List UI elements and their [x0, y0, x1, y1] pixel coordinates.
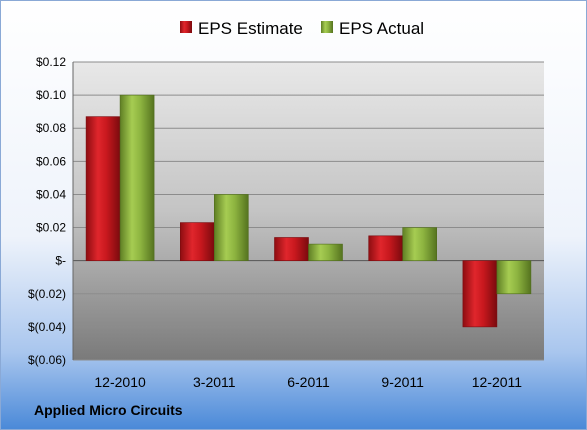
bar-eps-actual — [402, 227, 438, 261]
bar-eps-estimate — [85, 116, 121, 261]
y-tick-label: $0.02 — [36, 221, 66, 235]
x-tick-label: 3-2011 — [193, 374, 236, 390]
y-tick-label: $(0.02) — [28, 287, 66, 301]
y-axis: $0.12 $0.10 $0.08 $0.06 $0.04 $0.02 $- $(0.02) $… — [28, 55, 74, 367]
y-tick-label: $0.04 — [36, 187, 66, 201]
bar-eps-actual — [119, 94, 155, 261]
x-tick-label: 12-2011 — [472, 374, 523, 390]
y-tick-label: $0.08 — [36, 121, 66, 135]
legend: EPS Estimate EPS Actual — [180, 19, 424, 38]
x-tick-label: 12-2010 — [94, 374, 146, 390]
y-tick-label: $- — [55, 254, 66, 268]
bar-eps-estimate — [274, 237, 309, 261]
legend-swatch-actual — [321, 21, 333, 33]
bar-eps-estimate — [462, 260, 498, 328]
y-tick-label: $0.12 — [36, 55, 66, 69]
y-tick-label: $0.10 — [36, 88, 66, 102]
legend-label-actual: EPS Actual — [339, 19, 424, 38]
x-tick-label: 6-2011 — [287, 374, 330, 390]
legend-label-estimate: EPS Estimate — [198, 19, 303, 38]
bar-eps-estimate — [180, 222, 215, 261]
legend-swatch-estimate — [180, 21, 192, 33]
chart-title: Applied Micro Circuits — [34, 402, 183, 418]
bar-eps-actual — [308, 243, 343, 261]
bar-eps-actual — [496, 260, 532, 295]
x-tick-label: 9-2011 — [381, 374, 424, 390]
y-tick-label: $(0.04) — [28, 320, 66, 334]
y-tick-label: $0.06 — [36, 154, 66, 168]
bar-eps-estimate — [368, 235, 404, 261]
bars — [85, 94, 532, 328]
x-axis: 12-2010 3-2011 6-2011 9-2011 12-2011 — [94, 374, 522, 390]
y-tick-label: $(0.06) — [28, 353, 66, 367]
bar-eps-actual — [214, 194, 249, 261]
